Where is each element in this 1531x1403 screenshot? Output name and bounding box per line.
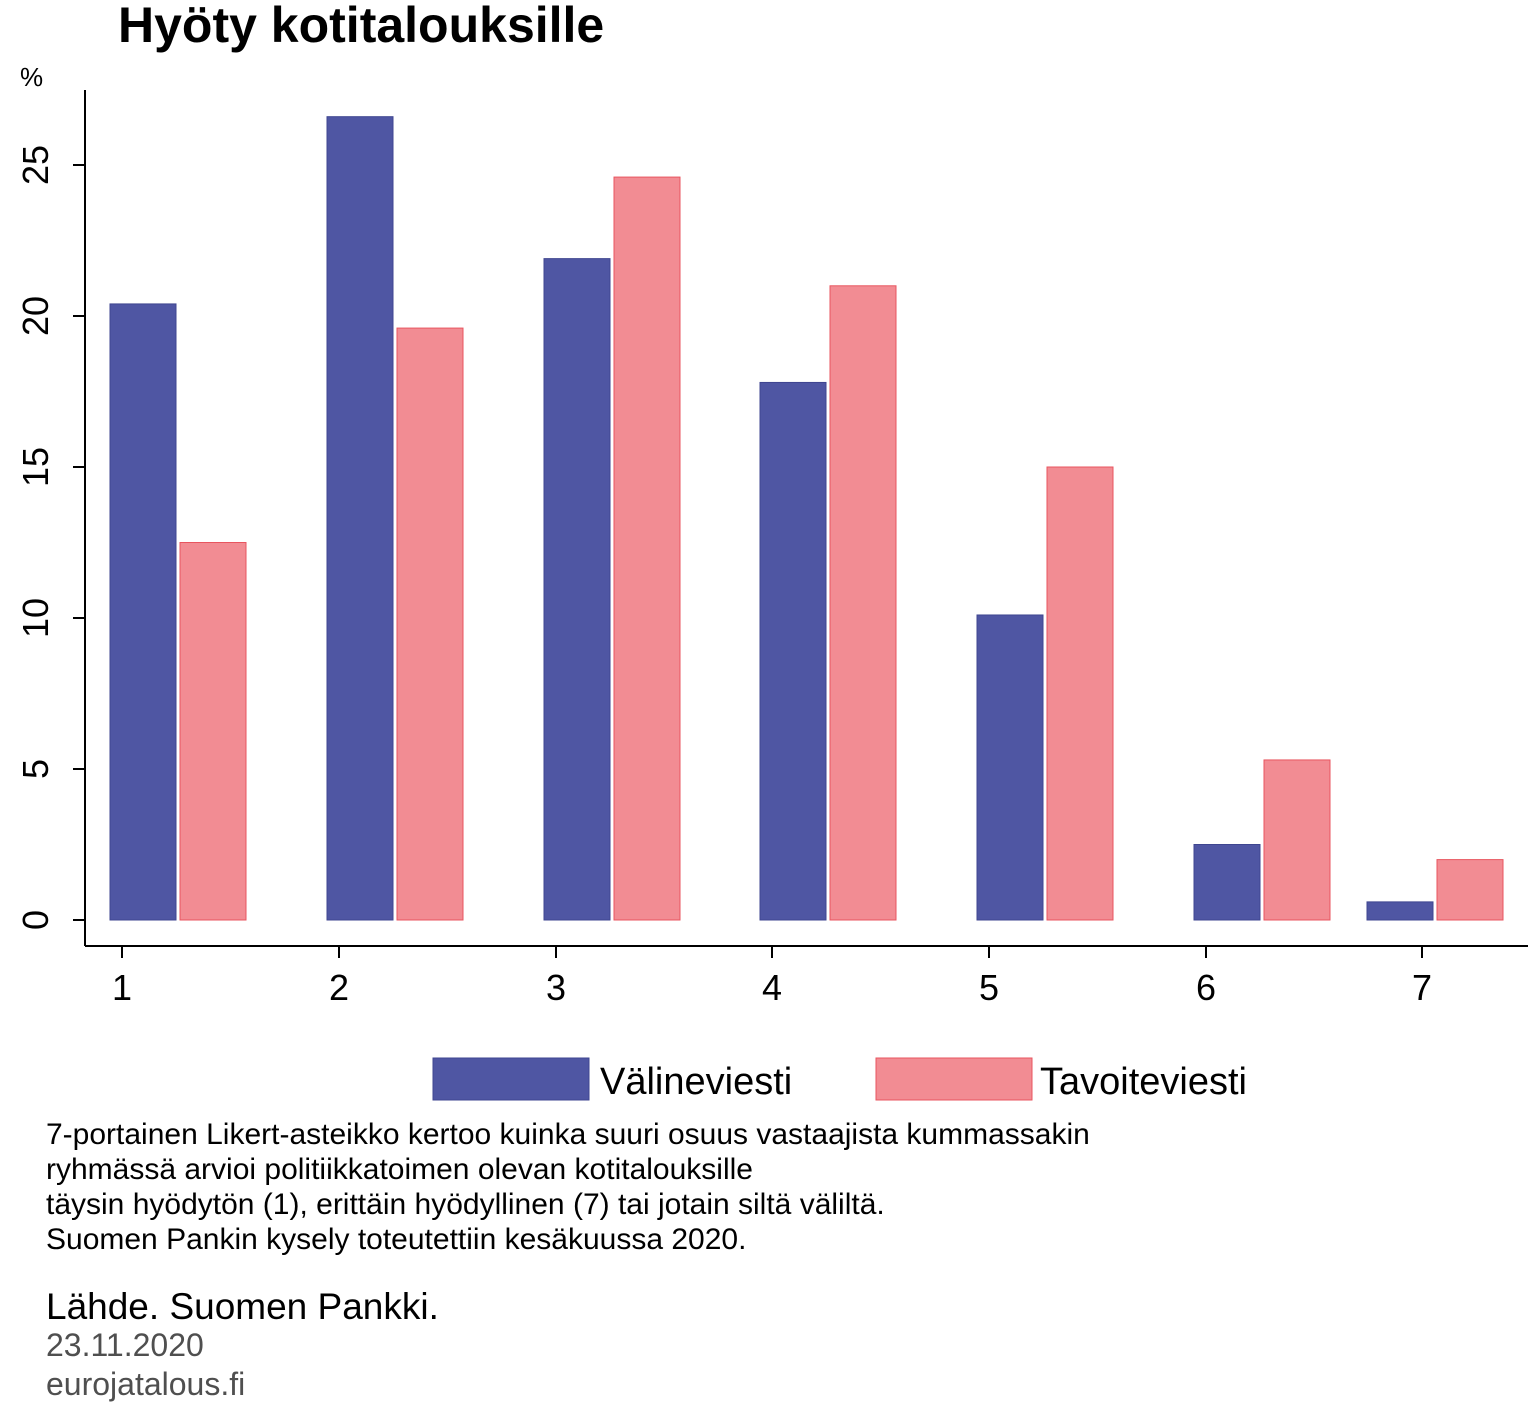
chart: Hyöty kotitalouksille % 0 5 10 15 20 25 1 2 3 4 5 6… (15, 0, 1528, 1103)
x-tick-label: 6 (1196, 967, 1216, 1008)
bar-tavoiteviesti-7 (1436, 859, 1504, 921)
website-label: eurojatalous.fi (46, 1366, 246, 1402)
x-tick-label: 4 (762, 967, 782, 1008)
legend: Välineviesti Tavoiteviesti (432, 1057, 1247, 1103)
y-unit-label: % (20, 62, 43, 92)
note-line: 7-portainen Likert-asteikko kertoo kuink… (46, 1118, 1090, 1151)
bar-tavoiteviesti-5 (1046, 466, 1114, 921)
bar-tavoiteviesti-1 (179, 542, 247, 921)
legend-swatch-välineviesti (432, 1057, 590, 1101)
y-tick-label: 5 (15, 759, 56, 779)
x-tick-label: 5 (979, 967, 999, 1008)
note-line: ryhmässä arvioi politiikkatoimen olevan … (46, 1153, 753, 1186)
y-tick-label: 10 (15, 598, 56, 638)
bar-välineviesti-4 (759, 381, 827, 921)
x-tick-label: 2 (329, 967, 349, 1008)
bar-välineviesti-7 (1366, 901, 1434, 921)
legend-swatch-tavoiteviesti (875, 1057, 1033, 1101)
legend-label-välineviesti: Välineviesti (600, 1061, 792, 1103)
bars-group (109, 116, 1504, 921)
publish-date: 23.11.2020 (46, 1327, 204, 1363)
x-tick-label: 1 (112, 967, 132, 1008)
bar-välineviesti-3 (543, 258, 611, 921)
note-line: täysin hyödytön (1), erittäin hyödylline… (46, 1188, 885, 1221)
y-tick-label: 0 (15, 910, 56, 930)
bar-välineviesti-5 (976, 614, 1044, 921)
x-tick-label: 3 (546, 967, 566, 1008)
chart-title: Hyöty kotitalouksille (118, 0, 604, 53)
bar-välineviesti-6 (1193, 844, 1261, 921)
bar-tavoiteviesti-3 (613, 176, 681, 921)
bar-välineviesti-2 (326, 116, 394, 921)
note-line: Suomen Pankin kysely toteutettiin kesäku… (46, 1223, 747, 1256)
bar-tavoiteviesti-4 (829, 285, 897, 921)
y-tick-label: 25 (15, 145, 56, 185)
axes-group: 0 5 10 15 20 25 1 2 3 4 5 6 7 (15, 90, 1528, 1008)
x-tick-label: 7 (1412, 967, 1432, 1008)
bar-tavoiteviesti-6 (1263, 759, 1331, 921)
chart-notes: 7-portainen Likert-asteikko kertoo kuink… (46, 1117, 1090, 1257)
y-tick-label: 15 (15, 447, 56, 487)
y-tick-label: 20 (15, 296, 56, 336)
legend-label-tavoiteviesti: Tavoiteviesti (1040, 1061, 1247, 1103)
bar-välineviesti-1 (109, 303, 177, 921)
bar-tavoiteviesti-2 (396, 327, 464, 921)
source-label: Lähde. Suomen Pankki. (46, 1286, 439, 1327)
